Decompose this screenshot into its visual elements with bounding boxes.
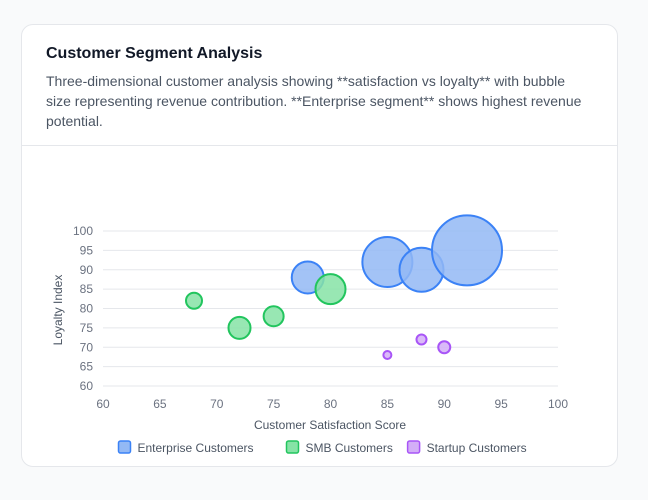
legend-item[interactable]: Startup Customers xyxy=(406,440,527,455)
legend-label: SMB Customers xyxy=(306,441,393,455)
y-tick-label: 60 xyxy=(80,379,94,393)
bubble-point[interactable] xyxy=(314,273,347,306)
x-tick-label: 75 xyxy=(267,397,281,411)
legend-label: Startup Customers xyxy=(427,441,527,455)
x-tick-label: 80 xyxy=(324,397,338,411)
x-tick-label: 65 xyxy=(153,397,167,411)
bubble-point[interactable] xyxy=(227,315,252,340)
chart-card: Customer Segment Analysis Three-dimensio… xyxy=(21,24,618,467)
x-tick-label: 95 xyxy=(494,397,508,411)
y-tick-label: 80 xyxy=(80,302,94,316)
y-tick-label: 65 xyxy=(80,360,94,374)
bubble-chart: 60 65 70 75 80 85 90 95 100 60 65 70 75 80 85 90 95 100 C… xyxy=(51,214,568,455)
y-tick-label: 85 xyxy=(80,282,94,296)
y-tick-label: 75 xyxy=(80,321,94,335)
x-tick-label: 100 xyxy=(548,397,568,411)
bubble-point[interactable] xyxy=(431,214,503,287)
bubble-point[interactable] xyxy=(382,350,393,360)
legend-swatch xyxy=(406,440,421,454)
legend-item[interactable]: Enterprise Customers xyxy=(117,440,254,455)
x-axis-label: Customer Satisfaction Score xyxy=(254,418,406,432)
legend-swatch xyxy=(285,440,300,454)
x-tick-label: 85 xyxy=(381,397,395,411)
bubble-point[interactable] xyxy=(437,340,452,355)
x-tick-label: 90 xyxy=(438,397,452,411)
card-description: Three-dimensional customer analysis show… xyxy=(46,73,582,129)
legend-swatch xyxy=(117,440,132,454)
x-tick-label: 60 xyxy=(96,397,110,411)
chart-area: 60 65 70 75 80 85 90 95 100 60 65 70 75 80 85 90 95 100 C… xyxy=(22,146,619,468)
y-tick-label: 90 xyxy=(80,263,94,277)
bubble-point[interactable] xyxy=(415,333,428,346)
legend-label: Enterprise Customers xyxy=(138,441,254,455)
card-title: Customer Segment Analysis xyxy=(46,45,263,62)
bubble-point[interactable] xyxy=(262,305,285,328)
card-header: Customer Segment Analysis Three-dimensio… xyxy=(22,25,617,146)
legend-item[interactable]: SMB Customers xyxy=(285,440,393,455)
y-tick-label: 95 xyxy=(80,243,94,257)
bubble-point[interactable] xyxy=(185,291,203,310)
y-tick-label: 70 xyxy=(80,340,94,354)
y-axis-label: Loyalty Index xyxy=(51,275,65,346)
x-tick-label: 70 xyxy=(210,397,224,411)
y-tick-label: 100 xyxy=(73,224,93,238)
